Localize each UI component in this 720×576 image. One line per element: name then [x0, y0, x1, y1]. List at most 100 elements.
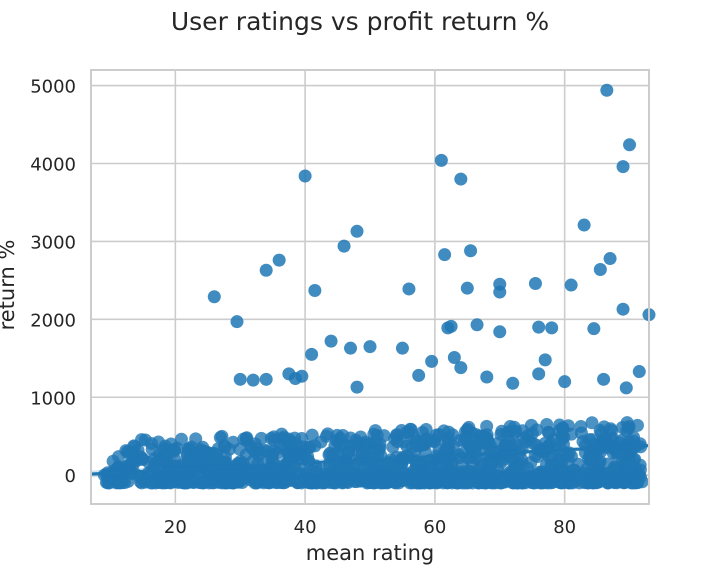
data-point — [305, 428, 319, 442]
data-point — [395, 341, 409, 355]
data-point — [632, 365, 646, 379]
data-point — [509, 475, 523, 489]
data-point — [406, 464, 420, 478]
data-point — [233, 442, 247, 456]
data-point — [532, 367, 546, 381]
data-point — [360, 437, 374, 451]
data-point — [324, 334, 338, 348]
data-point — [484, 457, 498, 471]
data-point — [273, 474, 287, 488]
data-point — [315, 473, 329, 487]
data-point — [154, 455, 168, 469]
data-point — [590, 475, 604, 489]
data-point — [230, 315, 244, 329]
data-point — [373, 441, 387, 455]
data-point — [246, 373, 260, 387]
data-point — [194, 476, 208, 490]
data-point — [292, 448, 306, 462]
data-point — [233, 372, 247, 386]
data-point — [472, 463, 486, 477]
data-point — [539, 458, 553, 472]
data-point — [473, 436, 487, 450]
chart-title: User ratings vs profit return % — [171, 7, 549, 36]
data-point — [402, 282, 416, 296]
data-point — [597, 372, 611, 386]
data-point — [101, 476, 115, 490]
data-point — [434, 153, 448, 167]
data-point — [438, 248, 452, 262]
data-point — [396, 435, 410, 449]
y-tick-label: 0 — [65, 466, 76, 487]
data-point — [571, 457, 585, 471]
data-point — [419, 422, 433, 436]
data-point — [174, 432, 188, 446]
plot-frame — [90, 69, 650, 505]
data-point — [350, 380, 364, 394]
data-point — [424, 434, 438, 448]
data-point — [213, 431, 227, 445]
data-point — [185, 440, 199, 454]
data-point — [593, 262, 607, 276]
y-tick-labels: 0 1000 2000 3000 4000 5000 — [30, 77, 76, 488]
data-point — [538, 353, 552, 367]
data-point — [357, 471, 371, 485]
data-point — [267, 444, 281, 458]
data-point — [521, 429, 535, 443]
data-point — [563, 476, 577, 490]
data-point — [587, 322, 601, 336]
data-point — [126, 454, 140, 468]
data-point — [545, 321, 559, 335]
data-point — [258, 466, 272, 480]
data-point — [411, 439, 425, 453]
data-point — [506, 376, 520, 390]
data-point — [381, 475, 395, 489]
data-point — [168, 452, 182, 466]
data-point — [254, 431, 268, 445]
data-point — [604, 422, 618, 436]
data-point — [493, 325, 507, 339]
data-point — [295, 431, 309, 445]
data-point — [468, 473, 482, 487]
data-point — [454, 172, 468, 186]
data-point — [608, 462, 622, 476]
data-point — [210, 448, 224, 462]
data-point — [426, 462, 440, 476]
data-point — [524, 418, 538, 432]
data-point — [620, 416, 634, 430]
data-point — [288, 372, 302, 386]
data-point — [580, 467, 594, 481]
data-point — [593, 424, 607, 438]
data-point — [280, 464, 294, 478]
data-point — [574, 419, 588, 433]
data-point — [542, 425, 556, 439]
data-point — [106, 454, 120, 468]
data-point — [344, 341, 358, 355]
data-point — [180, 476, 194, 490]
data-point — [326, 474, 340, 488]
data-point — [337, 239, 351, 253]
data-point — [444, 319, 458, 333]
data-point — [447, 351, 461, 365]
data-point — [564, 427, 578, 441]
data-point — [363, 340, 377, 354]
data-point — [457, 434, 471, 448]
data-point — [623, 138, 637, 152]
data-point — [546, 475, 560, 489]
data-point — [480, 419, 494, 433]
data-point — [600, 83, 614, 97]
data-point — [480, 370, 494, 384]
x-tick-label: 80 — [553, 517, 576, 538]
data-point — [341, 445, 355, 459]
data-point — [207, 290, 221, 304]
data-point — [395, 457, 409, 471]
y-tick-label: 2000 — [30, 310, 76, 331]
data-point — [524, 475, 538, 489]
data-point — [616, 302, 630, 316]
x-axis-label: mean rating — [306, 541, 434, 565]
data-point — [412, 368, 426, 382]
data-point — [167, 443, 181, 457]
data-point — [181, 455, 195, 469]
data-point — [308, 439, 322, 453]
data-point — [606, 472, 620, 486]
x-tick-label: 20 — [164, 517, 187, 538]
